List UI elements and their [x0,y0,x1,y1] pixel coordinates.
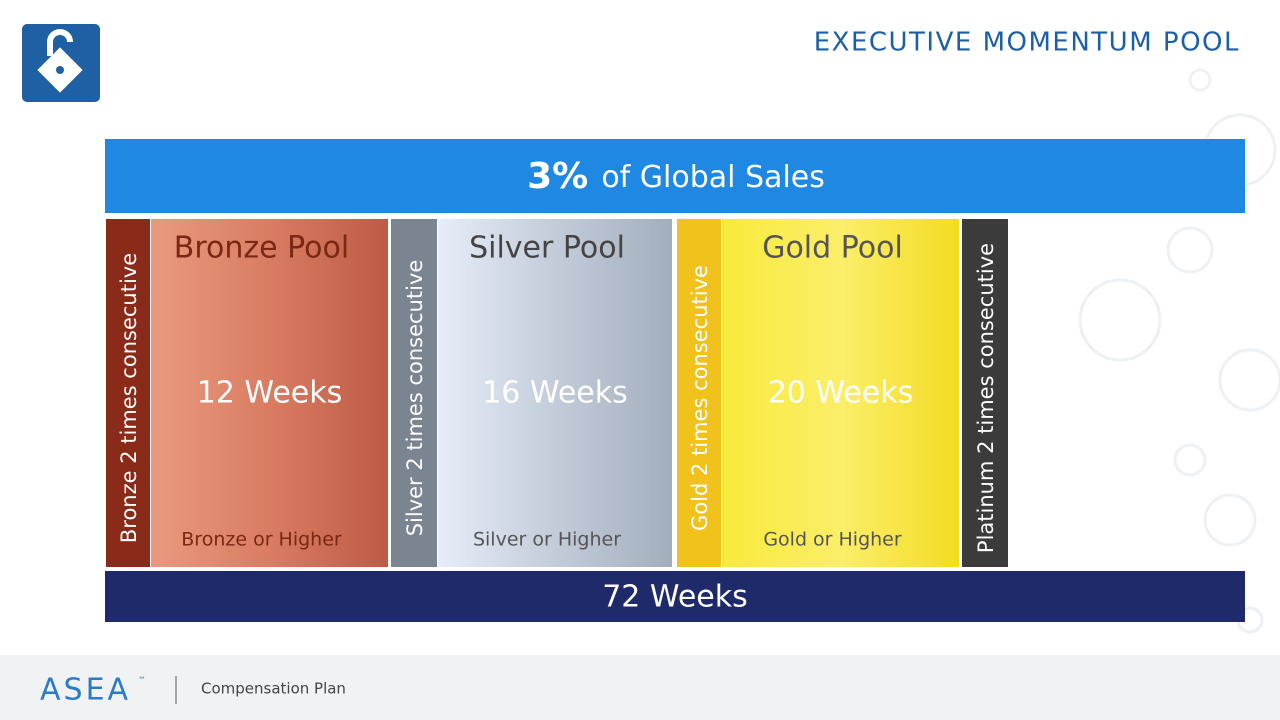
pool-weeks: 16 Weeks [482,376,628,411]
logo [22,24,100,102]
total-bar [105,571,1245,622]
banner-percent: 3% [527,156,588,197]
footer-caption: Compensation Plan [201,680,346,698]
pool-side-label: Platinum 2 times consecutive [974,243,998,553]
pool-name: Bronze Pool [174,231,349,266]
pool-side [391,219,437,567]
total-label: 72 Weeks [602,580,748,615]
pool-requirement: Silver or Higher [473,529,621,551]
pool-side-label: Silver 2 times consecutive [403,260,427,537]
pool-side-label: Bronze 2 times consecutive [117,253,141,543]
banner-text: 3% of Global Sales [527,156,825,197]
pool-side [962,219,1008,567]
pool-side-label: Gold 2 times consecutive [688,265,712,531]
pool-name: Silver Pool [469,231,625,266]
page-title: EXECUTIVE MOMENTUM POOL [814,28,1240,58]
pool-name: Gold Pool [762,231,903,266]
pool-weeks: 12 Weeks [197,376,343,411]
footer-bar [0,655,1280,720]
banner-label: of Global Sales [601,160,825,195]
pool-requirement: Bronze or Higher [181,529,342,551]
pool-requirement: Gold or Higher [763,529,902,551]
pool-body [722,219,959,567]
pool-body [151,219,388,567]
pool-side [106,219,150,567]
background-decoration [1078,68,1280,634]
pool-side [677,219,721,567]
pool-weeks: 20 Weeks [768,376,914,411]
pools: Bronze 2 times consecutive Bronze Pool 12 … [106,219,1008,567]
trademark: ™ [138,676,146,685]
banner [105,139,1245,213]
pool-body [438,219,672,567]
brand: ASEA [40,673,131,708]
